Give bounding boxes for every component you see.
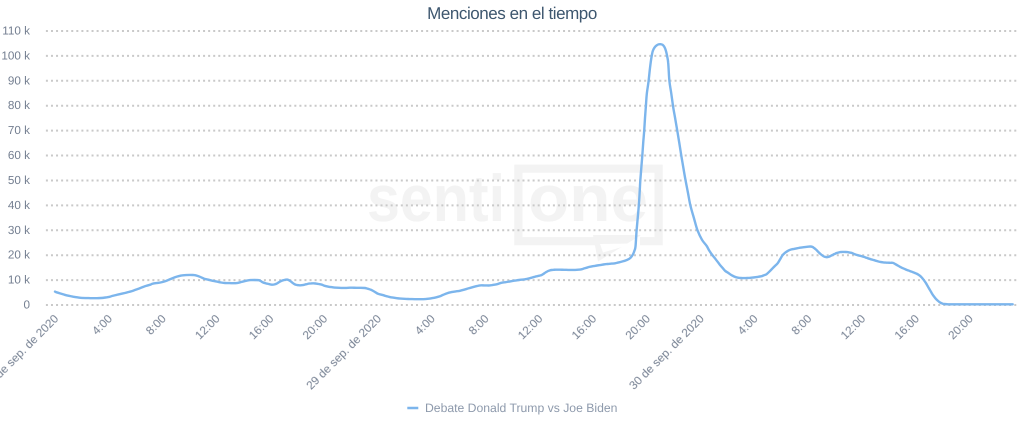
svg-text:70 k: 70 k (8, 124, 30, 137)
svg-text:80 k: 80 k (8, 99, 30, 112)
svg-text:Debate Donald Trump vs Joe Bid: Debate Donald Trump vs Joe Biden (425, 401, 617, 415)
svg-text:10 k: 10 k (8, 274, 30, 287)
svg-text:40 k: 40 k (8, 199, 30, 212)
svg-text:Menciones en el tiempo: Menciones en el tiempo (427, 4, 597, 23)
svg-text:60 k: 60 k (8, 149, 30, 162)
svg-text:90 k: 90 k (8, 74, 30, 87)
svg-text:110 k: 110 k (2, 25, 30, 38)
svg-text:20 k: 20 k (8, 249, 30, 262)
svg-text:senti: senti (367, 161, 505, 235)
svg-text:100 k: 100 k (1, 49, 30, 62)
svg-text:50 k: 50 k (8, 174, 30, 187)
svg-text:0: 0 (23, 299, 30, 312)
svg-text:one: one (528, 161, 648, 235)
svg-text:30 k: 30 k (8, 224, 30, 237)
